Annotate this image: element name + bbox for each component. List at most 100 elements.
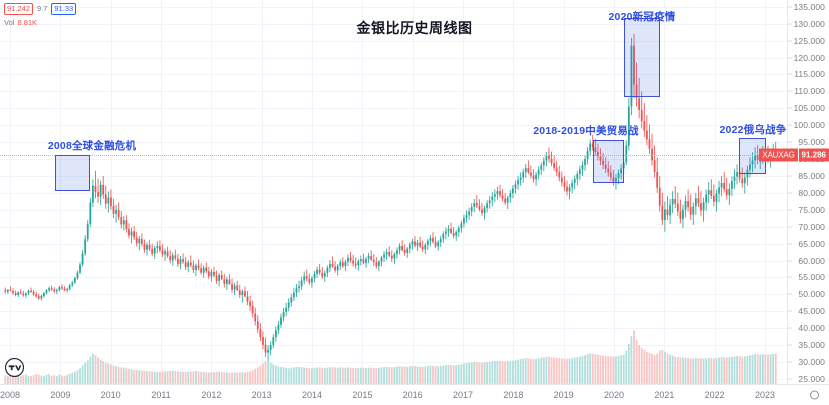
- price-axis-tick-mark: [788, 226, 792, 228]
- grid-line-horizontal: [0, 58, 787, 59]
- price-axis-tick: 105.000: [793, 103, 825, 114]
- price-axis-tick: 70.000: [798, 221, 825, 232]
- time-axis-tick: 2020: [603, 390, 625, 400]
- annotation-label-3[interactable]: 2020新冠疫情: [608, 11, 676, 23]
- price-axis-tick-mark: [788, 310, 792, 312]
- price-axis-tick: 30.000: [798, 357, 825, 367]
- grid-line-horizontal: [0, 91, 787, 92]
- price-axis-tick: 80.000: [798, 187, 825, 198]
- time-axis-tick: 2015: [352, 390, 373, 400]
- grid-line-horizontal: [0, 176, 787, 177]
- current-price-tag: XAUXAG 91.286: [759, 148, 829, 162]
- grid-line-horizontal: [0, 210, 787, 211]
- price-axis-tick: 60.000: [798, 255, 825, 266]
- price-axis-tick-mark: [788, 293, 792, 295]
- price-axis-tick-mark: [788, 344, 792, 346]
- price-axis-tick: 130.000: [793, 18, 825, 29]
- price-axis[interactable]: 25.000 30.000 35.000 40.000 45.000 50.000 55.0…: [759, 0, 829, 384]
- grid-line-vertical: [463, 0, 464, 384]
- grid-line-vertical: [312, 0, 313, 384]
- legend-last-price: 91.242: [4, 2, 33, 15]
- price-axis-tick-mark: [788, 378, 792, 380]
- time-axis-tick: 2023: [754, 390, 776, 400]
- grid-line-horizontal: [0, 193, 787, 194]
- price-axis-tick: 125.000: [793, 35, 825, 46]
- price-axis-tick-mark: [788, 260, 792, 261]
- ohlc-legend: 91.242 9.7 91.33 Vol 8.81K: [4, 2, 77, 27]
- price-axis-tick-mark: [788, 6, 792, 8]
- grid-line-horizontal: [0, 142, 787, 143]
- legend-price-row: 91.242 9.7 91.33: [4, 2, 77, 15]
- current-price-line: [0, 154, 787, 156]
- time-axis-settings-icon[interactable]: [810, 390, 819, 400]
- grid-line-vertical: [614, 0, 615, 384]
- grid-line-vertical: [413, 0, 414, 384]
- grid-line-horizontal: [0, 125, 787, 126]
- price-axis-tick: 95.000: [798, 137, 825, 148]
- price-axis-tick: 55.000: [798, 272, 825, 283]
- price-axis-tick: 35.000: [798, 340, 825, 351]
- grid-line-horizontal: [0, 24, 787, 25]
- time-axis-tick: 2018: [503, 390, 524, 400]
- legend-volume-row: Vol 8.81K: [4, 17, 76, 27]
- annotation-box-3[interactable]: [624, 18, 660, 97]
- time-axis[interactable]: 2008 2009 2010 2011 2012 2013 2014 2015 2016 2017…: [0, 384, 829, 405]
- price-axis-tick: 115.000: [794, 69, 825, 80]
- annotation-label-1[interactable]: 2008全球金融危机: [47, 140, 137, 152]
- price-axis-tick-mark: [788, 57, 792, 58]
- grid-line-vertical: [60, 0, 61, 384]
- price-axis-tick-mark: [788, 107, 792, 109]
- time-axis-tick: 2013: [251, 390, 272, 400]
- chart-plot-area[interactable]: 2008全球金融危机 2018-2019中美贸易战 2020新冠疫情 2022俄乌战争: [0, 0, 787, 384]
- time-axis-tick: 2014: [301, 390, 323, 400]
- grid-line-horizontal: [0, 108, 787, 109]
- annotation-box-2[interactable]: [593, 140, 624, 183]
- time-axis-tick: 2016: [402, 390, 423, 400]
- grid-line-horizontal: [0, 277, 787, 278]
- price-axis-tick: 120.000: [793, 52, 825, 63]
- grid-line-vertical: [362, 0, 363, 384]
- grid-line-horizontal: [0, 345, 787, 346]
- grid-line-vertical: [564, 0, 565, 384]
- grid-line-horizontal: [0, 362, 787, 363]
- price-axis-tick-mark: [788, 361, 792, 363]
- grid-line-horizontal: [0, 294, 787, 295]
- legend-bid-price: 91.33: [51, 2, 77, 15]
- price-axis-tick-mark: [788, 192, 792, 194]
- time-axis-tick: 2021: [654, 390, 675, 400]
- annotation-label-4[interactable]: 2022俄乌战争: [719, 124, 787, 136]
- price-axis-tick: 50.000: [798, 289, 825, 300]
- annotation-box-1[interactable]: [55, 155, 90, 191]
- tradingview-logo[interactable]: [5, 358, 24, 377]
- time-axis-tick: 2019: [553, 390, 574, 400]
- price-axis-tick-mark: [788, 243, 792, 245]
- time-axis-tick: 2011: [151, 390, 171, 400]
- time-axis-tick: 2022: [704, 390, 725, 400]
- grid-line-vertical: [111, 0, 112, 384]
- price-tag-symbol: XAUXAG: [759, 148, 798, 162]
- grid-line-horizontal: [0, 41, 787, 42]
- grid-line-horizontal: [0, 261, 787, 262]
- grid-line-vertical: [715, 0, 716, 384]
- legend-change: 9.7: [36, 4, 48, 13]
- time-axis-tick: 2009: [50, 390, 71, 400]
- price-axis-tick-mark: [788, 141, 792, 143]
- price-axis-tick: 100.000: [793, 120, 825, 131]
- price-axis-tick-mark: [788, 124, 792, 126]
- price-axis-tick: 45.000: [798, 306, 825, 317]
- time-axis-tick: 2010: [100, 390, 121, 400]
- price-axis-tick: 75.000: [798, 204, 825, 215]
- grid-line-horizontal: [0, 328, 787, 329]
- price-axis-tick-mark: [788, 40, 792, 42]
- grid-line-vertical: [765, 0, 766, 384]
- grid-line-vertical: [664, 0, 665, 384]
- annotation-label-2[interactable]: 2018-2019中美贸易战: [533, 125, 639, 137]
- volume-value: 8.81K: [17, 17, 38, 27]
- volume-label: Vol: [4, 17, 15, 27]
- grid-line-horizontal: [0, 227, 787, 228]
- grid-line-horizontal: [0, 244, 787, 245]
- grid-line-vertical: [161, 0, 162, 384]
- grid-line-vertical: [211, 0, 212, 384]
- price-axis-tick: 40.000: [798, 323, 825, 334]
